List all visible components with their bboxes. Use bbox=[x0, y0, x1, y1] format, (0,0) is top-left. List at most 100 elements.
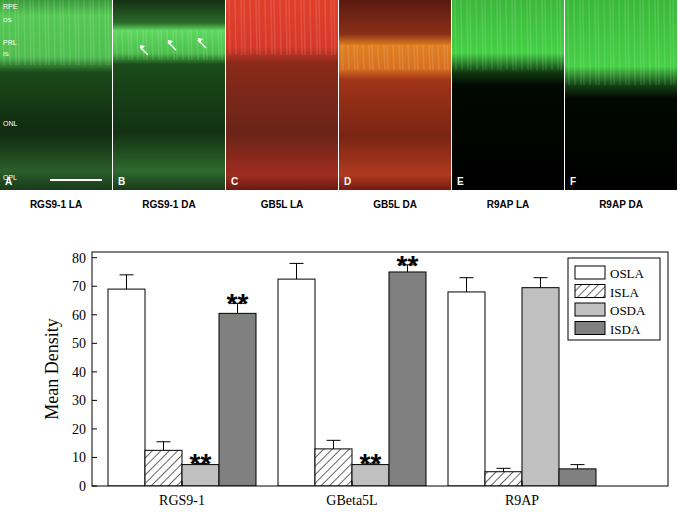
texture bbox=[625, 0, 626, 85]
legend-label: OSDA bbox=[610, 303, 646, 318]
y-tick-label: 10 bbox=[72, 450, 86, 465]
texture bbox=[470, 0, 471, 70]
micrograph-image bbox=[452, 0, 564, 190]
x-tick bbox=[352, 481, 353, 486]
x-tick bbox=[182, 481, 183, 486]
significance: ** bbox=[397, 250, 419, 281]
texture bbox=[218, 30, 219, 60]
texture bbox=[530, 0, 531, 70]
y-tick bbox=[92, 457, 97, 458]
panel-label: R9AP DA bbox=[599, 199, 643, 210]
texture bbox=[45, 0, 46, 65]
layer-label: RPE bbox=[3, 3, 18, 10]
texture bbox=[161, 30, 162, 60]
arrow-head bbox=[168, 40, 173, 45]
texture bbox=[316, 0, 317, 55]
texture bbox=[399, 45, 400, 70]
micrograph-panel: A bbox=[0, 0, 112, 190]
panel-letter: B bbox=[118, 176, 125, 187]
texture bbox=[461, 0, 462, 70]
texture bbox=[557, 0, 558, 70]
texture bbox=[515, 0, 516, 70]
texture bbox=[500, 0, 501, 70]
bar bbox=[278, 279, 315, 486]
y-tick bbox=[92, 343, 97, 344]
texture bbox=[191, 30, 192, 60]
panel-label: R9AP LA bbox=[487, 199, 530, 210]
texture bbox=[105, 0, 106, 65]
bar bbox=[219, 313, 256, 486]
layer-label: OPL bbox=[3, 174, 17, 181]
panel-letter: C bbox=[231, 176, 238, 187]
texture bbox=[363, 45, 364, 70]
error-bar bbox=[290, 263, 304, 279]
texture bbox=[455, 0, 456, 70]
texture bbox=[152, 30, 153, 60]
texture bbox=[613, 0, 614, 85]
texture bbox=[408, 45, 409, 70]
layer-label: ONL bbox=[3, 120, 18, 127]
legend-swatch bbox=[575, 303, 605, 316]
texture bbox=[417, 45, 418, 70]
texture bbox=[580, 0, 581, 85]
texture bbox=[241, 0, 242, 55]
x-tick bbox=[522, 481, 523, 486]
texture bbox=[649, 0, 650, 85]
layer-label: PRL bbox=[3, 39, 17, 46]
bar bbox=[485, 472, 522, 486]
texture bbox=[414, 45, 415, 70]
y-tick bbox=[92, 314, 97, 315]
micrograph-panel: E bbox=[452, 0, 564, 190]
texture bbox=[658, 0, 659, 85]
texture bbox=[295, 0, 296, 55]
texture bbox=[24, 0, 25, 65]
texture bbox=[497, 0, 498, 70]
texture bbox=[542, 0, 543, 70]
texture bbox=[280, 0, 281, 55]
y-tick-label: 80 bbox=[72, 251, 86, 266]
y-tick bbox=[92, 257, 97, 258]
legend-label: OSLA bbox=[610, 266, 645, 281]
texture bbox=[116, 30, 117, 60]
texture bbox=[99, 0, 100, 65]
texture bbox=[146, 30, 147, 60]
texture bbox=[286, 0, 287, 55]
texture bbox=[167, 30, 168, 60]
arrow-head bbox=[198, 38, 203, 43]
texture bbox=[583, 0, 584, 85]
texture bbox=[372, 45, 373, 70]
texture bbox=[176, 30, 177, 60]
texture bbox=[212, 30, 213, 60]
texture bbox=[512, 0, 513, 70]
texture bbox=[574, 0, 575, 85]
texture bbox=[274, 0, 275, 55]
texture bbox=[354, 45, 355, 70]
texture bbox=[506, 0, 507, 70]
texture bbox=[60, 0, 61, 65]
texture bbox=[595, 0, 596, 85]
texture bbox=[108, 0, 109, 65]
texture bbox=[673, 0, 674, 85]
micrograph-panel: C bbox=[226, 0, 338, 190]
texture bbox=[491, 0, 492, 70]
texture bbox=[342, 45, 343, 70]
texture bbox=[444, 45, 445, 70]
arrow-head bbox=[140, 45, 145, 50]
texture bbox=[122, 30, 123, 60]
texture bbox=[619, 0, 620, 85]
micrograph-image bbox=[226, 0, 338, 190]
texture bbox=[48, 0, 49, 65]
texture bbox=[39, 0, 40, 65]
error-bar bbox=[120, 275, 134, 289]
texture bbox=[289, 0, 290, 55]
texture bbox=[30, 0, 31, 65]
micrograph-image bbox=[0, 0, 112, 190]
texture bbox=[173, 30, 174, 60]
texture bbox=[206, 30, 207, 60]
y-tick bbox=[92, 371, 97, 372]
texture bbox=[604, 0, 605, 85]
texture bbox=[259, 0, 260, 55]
micrograph-panel: B bbox=[113, 0, 225, 190]
texture bbox=[384, 45, 385, 70]
texture bbox=[655, 0, 656, 85]
